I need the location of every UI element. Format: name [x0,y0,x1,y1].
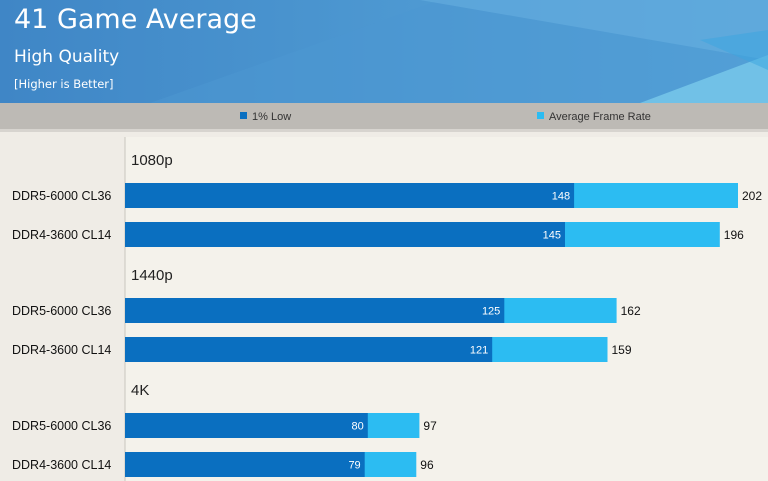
row-label-1-1: DDR4-3600 CL14 [12,343,111,357]
bar-low-label-2-0: 80 [352,421,364,433]
bar-low-label-1-0: 125 [482,306,500,318]
bar-low-label-2-1: 79 [348,460,360,472]
row-label-0-0: DDR5-6000 CL36 [12,189,111,203]
row-label-2-0: DDR5-6000 CL36 [12,419,111,433]
bar-low-0-1 [125,222,565,247]
bar-avg-label-1-1: 159 [612,343,632,357]
legend-band [0,103,768,129]
legend-label-avg: Average Frame Rate [549,111,651,123]
bar-avg-label-0-1: 196 [724,228,744,242]
chart-note: [Higher is Better] [14,77,114,91]
group-label-2: 4K [131,382,149,399]
chart-title: 41 Game Average [14,4,257,35]
bar-avg-label-1-0: 162 [621,304,641,318]
bar-low-2-1 [125,452,365,477]
legend-label-low: 1% Low [252,111,291,123]
header-background [0,0,768,103]
bar-low-1-1 [125,337,493,362]
legend-band-shadow [0,129,768,132]
group-label-0: 1080p [131,152,173,169]
bar-low-1-0 [125,298,505,323]
bar-low-label-0-1: 145 [543,230,561,242]
bar-low-label-0-0: 148 [552,191,570,203]
row-label-0-1: DDR4-3600 CL14 [12,228,111,242]
bar-low-label-1-1: 121 [470,345,488,357]
row-label-2-1: DDR4-3600 CL14 [12,458,111,472]
chart-subtitle: High Quality [14,47,119,67]
group-label-1: 1440p [131,267,173,284]
legend-swatch-low [240,112,247,119]
legend-swatch-avg [537,112,544,119]
legend: 1% Low Average Frame Rate [240,111,651,123]
bar-avg-label-2-0: 97 [423,419,437,433]
bar-low-0-0 [125,183,575,208]
bar-low-2-0 [125,413,368,438]
bar-avg-label-2-1: 96 [420,458,434,472]
bar-avg-label-0-0: 202 [742,189,762,203]
row-label-1-0: DDR5-6000 CL36 [12,304,111,318]
chart-marks: 1080p DDR5-6000 CL36 148 202 DDR4-3600 CL14 1… [12,152,762,477]
